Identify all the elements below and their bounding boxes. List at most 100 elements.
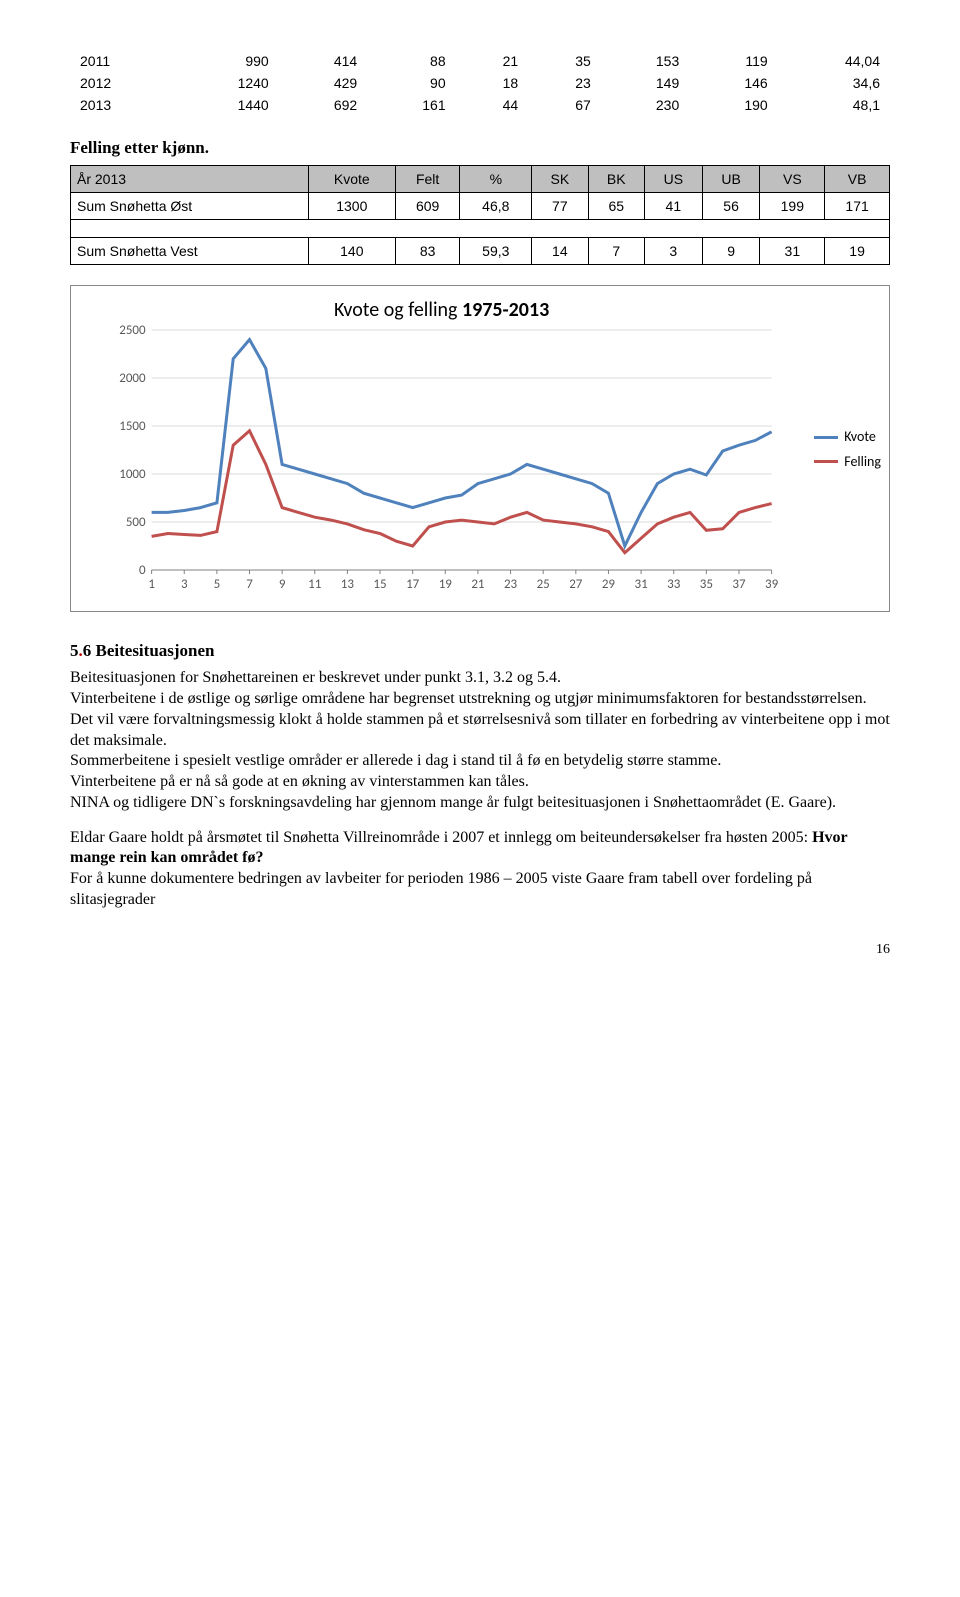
- cell: 41: [644, 192, 702, 219]
- chart-legend: Kvote Felling: [804, 296, 881, 603]
- cell: 9: [702, 238, 760, 265]
- cell: 149: [601, 72, 689, 94]
- section-number: 5: [70, 641, 79, 660]
- cell: 56: [702, 192, 760, 219]
- table-row: 2012124042990182314914634,6: [70, 72, 890, 94]
- svg-text:23: 23: [504, 577, 518, 592]
- cell: 190: [689, 94, 777, 116]
- cell: 2013: [70, 94, 174, 116]
- section-5-6-heading: 5.6 Beitesituasjonen: [70, 640, 890, 662]
- cell: 199: [760, 192, 825, 219]
- cell: 23: [528, 72, 601, 94]
- column-header: VS: [760, 165, 825, 192]
- cell: 609: [395, 192, 460, 219]
- svg-text:19: 19: [439, 577, 453, 592]
- para-1: Beitesituasjonen for Snøhettareinen er b…: [70, 668, 890, 689]
- para-7: For å kunne dokumentere bedringen av lav…: [70, 869, 890, 911]
- svg-text:33: 33: [667, 577, 681, 592]
- svg-text:5: 5: [214, 577, 221, 592]
- svg-text:31: 31: [634, 577, 647, 592]
- svg-text:Kvote og felling 1975-2013: Kvote og felling 1975-2013: [334, 298, 549, 322]
- para-3: Sommerbeitene i spesielt vestlige område…: [70, 751, 890, 772]
- kvote-felling-chart: Kvote og felling 1975-2013 0 500 1000 1500 20…: [70, 285, 890, 612]
- legend-item: Felling: [814, 453, 881, 471]
- svg-text:17: 17: [406, 577, 420, 592]
- para-2: Vinterbeitene i de østlige og sørlige om…: [70, 689, 890, 751]
- cell: 429: [279, 72, 367, 94]
- svg-text:37: 37: [732, 577, 746, 592]
- para-6: Eldar Gaare holdt på årsmøtet til Snøhet…: [70, 828, 890, 870]
- cell: 67: [528, 94, 601, 116]
- cell: 59,3: [460, 238, 532, 265]
- svg-text:500: 500: [126, 515, 146, 530]
- heading-felling-kjonn: Felling etter kjønn.: [70, 137, 890, 159]
- cell: 31: [760, 238, 825, 265]
- cell: 692: [279, 94, 367, 116]
- section-rest: 6 Beitesituasjonen: [83, 641, 215, 660]
- svg-text:1000: 1000: [119, 467, 146, 482]
- cell: 230: [601, 94, 689, 116]
- cell: 19: [825, 238, 890, 265]
- column-header: SK: [532, 165, 588, 192]
- svg-text:3: 3: [181, 577, 188, 592]
- cell: 1440: [174, 94, 278, 116]
- para-6a: Eldar Gaare holdt på årsmøtet til Snøhet…: [70, 829, 812, 846]
- cell: 1240: [174, 72, 278, 94]
- cell: 2012: [70, 72, 174, 94]
- svg-text:39: 39: [765, 577, 779, 592]
- svg-text:21: 21: [471, 577, 484, 592]
- svg-text:13: 13: [341, 577, 355, 592]
- table-row: Sum Snøhetta Øst130060946,87765415619917…: [71, 192, 890, 219]
- cell: 990: [174, 50, 278, 72]
- cell: 65: [588, 192, 644, 219]
- cell: 44: [456, 94, 529, 116]
- cell: 1300: [308, 192, 395, 219]
- cell: Sum Snøhetta Vest: [71, 238, 309, 265]
- cell: 83: [395, 238, 460, 265]
- cell: 18: [456, 72, 529, 94]
- year-data-table: 201199041488213515311944,042012124042990…: [70, 50, 890, 117]
- page-number: 16: [70, 941, 890, 959]
- svg-text:1: 1: [148, 577, 155, 592]
- svg-text:7: 7: [246, 577, 253, 592]
- cell: 146: [689, 72, 777, 94]
- cell: 119: [689, 50, 777, 72]
- cell: 90: [367, 72, 455, 94]
- svg-text:35: 35: [700, 577, 713, 592]
- cell: 161: [367, 94, 455, 116]
- cell: 35: [528, 50, 601, 72]
- cell: 3: [644, 238, 702, 265]
- column-header: Felt: [395, 165, 460, 192]
- cell: 14: [532, 238, 588, 265]
- para-4: Vinterbeitene på er nå så gode at en økn…: [70, 772, 890, 793]
- cell: 48,1: [778, 94, 890, 116]
- svg-text:29: 29: [602, 577, 616, 592]
- cell: 88: [367, 50, 455, 72]
- column-header: %: [460, 165, 532, 192]
- legend-swatch: [814, 460, 838, 463]
- column-header: BK: [588, 165, 644, 192]
- svg-text:11: 11: [308, 577, 321, 592]
- svg-text:9: 9: [279, 577, 286, 592]
- legend-label: Kvote: [844, 428, 876, 446]
- cell: 171: [825, 192, 890, 219]
- legend-label: Felling: [844, 453, 881, 471]
- svg-text:2000: 2000: [119, 371, 146, 386]
- legend-swatch: [814, 436, 838, 439]
- cell: 46,8: [460, 192, 532, 219]
- table-row: Sum Snøhetta Vest1408359,3147393119: [71, 238, 890, 265]
- legend-item: Kvote: [814, 428, 881, 446]
- svg-text:2500: 2500: [119, 323, 146, 338]
- cell: Sum Snøhetta Øst: [71, 192, 309, 219]
- column-header: Kvote: [308, 165, 395, 192]
- svg-text:1500: 1500: [119, 419, 146, 434]
- cell: 21: [456, 50, 529, 72]
- cell: 77: [532, 192, 588, 219]
- felling-kjonn-table: År 2013KvoteFelt%SKBKUSUBVSVB Sum Snøhet…: [70, 165, 890, 266]
- svg-text:15: 15: [373, 577, 386, 592]
- cell: 7: [588, 238, 644, 265]
- svg-text:0: 0: [139, 563, 146, 578]
- cell: 34,6: [778, 72, 890, 94]
- column-header: UB: [702, 165, 760, 192]
- svg-text:25: 25: [537, 577, 550, 592]
